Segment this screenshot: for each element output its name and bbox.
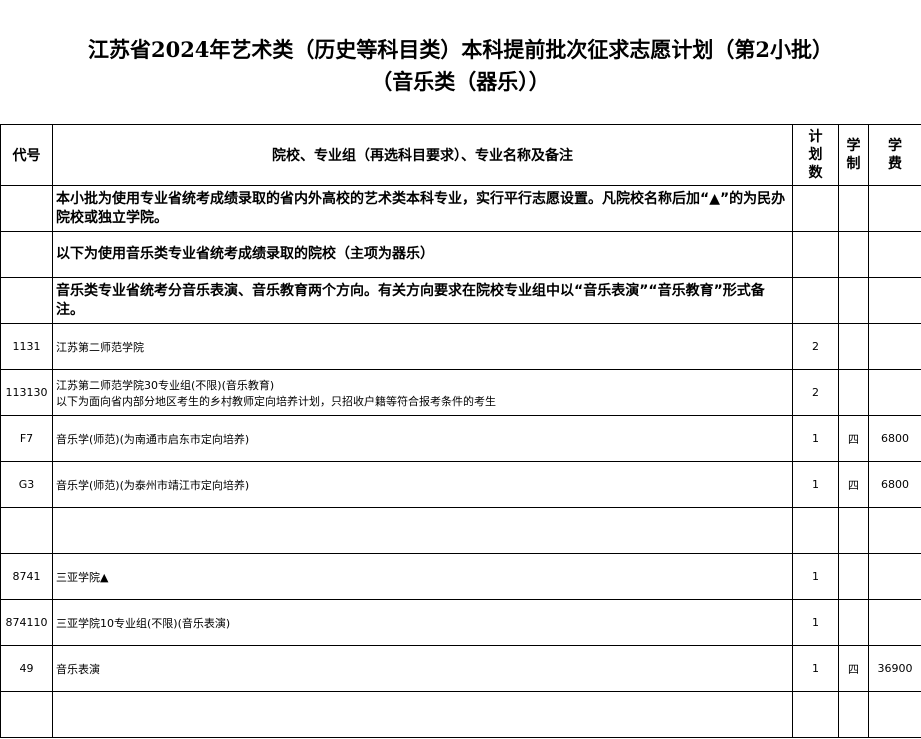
years-cell — [838, 323, 869, 370]
header-cell: 计划数 — [792, 124, 839, 186]
plan-cell — [792, 231, 839, 278]
row: 本小批为使用专业省统考成绩录取的省内外高校的艺术类本科专业，实行平行志愿设置。凡… — [0, 185, 921, 232]
row: G3 音乐学(师范)(为泰州市靖江市定向培养) 1 四 6800 — [0, 461, 921, 508]
years-cell: 四 — [838, 461, 869, 508]
fee-cell — [868, 691, 921, 738]
fee-cell — [868, 277, 921, 324]
row: 49 音乐表演 1 四 36900 — [0, 645, 921, 692]
code-cell — [0, 691, 53, 738]
name-cell: 音乐类专业省统考分音乐表演、音乐教育两个方向。有关方向要求在院校专业组中以“音乐… — [52, 277, 793, 324]
name-cell — [52, 691, 793, 738]
name-cell: 江苏第二师范学院30专业组(不限)(音乐教育) 以下为面向省内部分地区考生的乡村教… — [52, 369, 793, 416]
header-text: 院校、专业组（再选科目要求）、专业名称及备注 — [272, 148, 573, 164]
fee-cell — [868, 369, 921, 416]
name-cell: 江苏第二师范学院 — [52, 323, 793, 370]
header-cell: 学费 — [868, 124, 921, 186]
years-cell — [838, 231, 869, 278]
header-row: 代号 院校、专业组（再选科目要求）、专业名称及备注 计划数 学制 学费 — [0, 124, 921, 186]
code-cell — [0, 185, 53, 232]
header-text: 代号 — [12, 148, 41, 164]
code-cell — [0, 277, 53, 324]
fee-cell: 6800 — [868, 415, 921, 462]
code-cell: 1131 — [0, 323, 53, 370]
fee-cell — [868, 185, 921, 232]
subtitle: （音乐类（器乐）） — [371, 69, 550, 94]
code-cell: 8741 — [0, 553, 53, 600]
name-cell — [52, 507, 793, 554]
years-cell — [838, 277, 869, 324]
name-cell: 音乐学(师范)(为泰州市靖江市定向培养) — [52, 461, 793, 508]
plan-cell: 1 — [792, 415, 839, 462]
fee-cell: 36900 — [868, 645, 921, 692]
plan-cell: 2 — [792, 369, 839, 416]
code-cell — [0, 507, 53, 554]
row: 874110 三亚学院10专业组(不限)(音乐表演) 1 — [0, 599, 921, 646]
years-cell — [838, 599, 869, 646]
header-cell: 学制 — [838, 124, 869, 186]
plan-cell: 1 — [792, 461, 839, 508]
row: 8741 三亚学院▲ 1 — [0, 553, 921, 600]
code-cell: F7 — [0, 415, 53, 462]
name-cell: 本小批为使用专业省统考成绩录取的省内外高校的艺术类本科专业，实行平行志愿设置。凡… — [52, 185, 793, 232]
code-cell: 113130 — [0, 369, 53, 416]
name-cell: 以下为使用音乐类专业省统考成绩录取的院校（主项为器乐） — [52, 231, 793, 278]
plan-cell — [792, 507, 839, 554]
row — [0, 507, 921, 554]
code-cell: 49 — [0, 645, 53, 692]
plan-cell: 1 — [792, 599, 839, 646]
name-cell: 三亚学院10专业组(不限)(音乐表演) — [52, 599, 793, 646]
fee-cell — [868, 599, 921, 646]
title: 江苏省2024年艺术类（历史等科目类）本科提前批次征求志愿计划（第2小批） — [87, 37, 834, 62]
years-cell — [838, 369, 869, 416]
years-cell — [838, 553, 869, 600]
name-cell: 音乐学(师范)(为南通市启东市定向培养) — [52, 415, 793, 462]
cell-line: 江苏第二师范学院30专业组(不限)(音乐教育) — [56, 378, 275, 392]
fee-cell — [868, 323, 921, 370]
plan-cell — [792, 691, 839, 738]
fee-cell: 6800 — [868, 461, 921, 508]
years-cell: 四 — [838, 645, 869, 692]
row — [0, 691, 921, 738]
header-text: 学费 — [888, 138, 902, 172]
fee-cell — [868, 231, 921, 278]
row: 1131 江苏第二师范学院 2 — [0, 323, 921, 370]
code-cell: 874110 — [0, 599, 53, 646]
row: F7 音乐学(师范)(为南通市启东市定向培养) 1 四 6800 — [0, 415, 921, 462]
plan-cell: 1 — [792, 553, 839, 600]
code-cell — [0, 231, 53, 278]
years-cell — [838, 185, 869, 232]
plan-cell: 2 — [792, 323, 839, 370]
cell-line: 以下为面向省内部分地区考生的乡村教师定向培养计划，只招收户籍等符合报考条件的考生 — [56, 394, 496, 408]
row: 113130 江苏第二师范学院30专业组(不限)(音乐教育) 以下为面向省内部分地区… — [0, 369, 921, 416]
header-cell: 院校、专业组（再选科目要求）、专业名称及备注 — [52, 124, 793, 186]
header-text: 计划数 — [808, 129, 823, 181]
plan-table: 代号 院校、专业组（再选科目要求）、专业名称及备注 计划数 学制 学费本小批为使用专业省… — [0, 124, 921, 738]
header-text: 学制 — [846, 138, 861, 172]
years-cell — [838, 691, 869, 738]
header-cell: 代号 — [0, 124, 53, 186]
row: 以下为使用音乐类专业省统考成绩录取的院校（主项为器乐） — [0, 231, 921, 278]
name-cell: 音乐表演 — [52, 645, 793, 692]
code-cell: G3 — [0, 461, 53, 508]
fee-cell — [868, 507, 921, 554]
years-cell: 四 — [838, 415, 869, 462]
plan-cell — [792, 185, 839, 232]
plan-cell — [792, 277, 839, 324]
name-cell: 三亚学院▲ — [52, 553, 793, 600]
years-cell — [838, 507, 869, 554]
plan-cell: 1 — [792, 645, 839, 692]
row: 音乐类专业省统考分音乐表演、音乐教育两个方向。有关方向要求在院校专业组中以“音乐… — [0, 277, 921, 324]
fee-cell — [868, 553, 921, 600]
